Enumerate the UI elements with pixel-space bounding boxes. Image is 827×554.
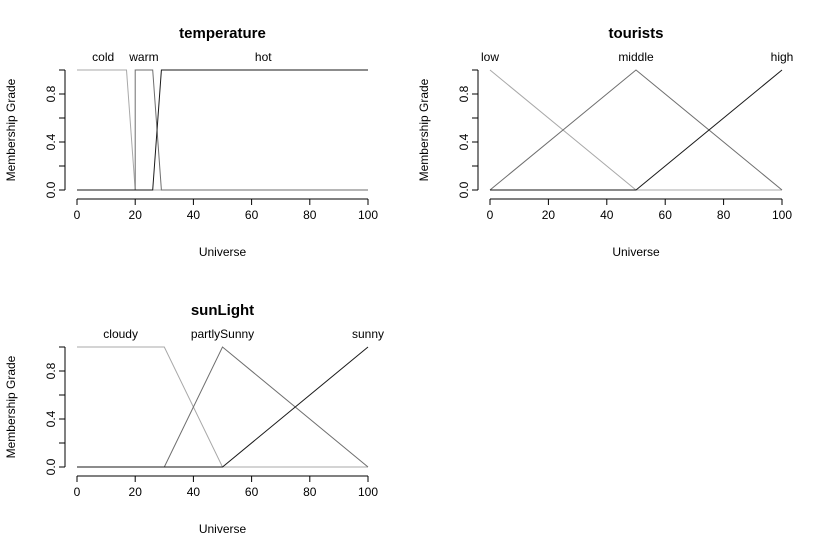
x-tick-label: 0 — [74, 485, 81, 499]
set-label-middle: middle — [618, 50, 654, 64]
set-label-low: low — [481, 50, 499, 64]
x-axis-label: Universe — [199, 522, 247, 536]
x-tick-label: 80 — [303, 485, 317, 499]
x-tick-label: 60 — [245, 485, 259, 499]
series-line-cold — [77, 69, 368, 191]
x-tick-label: 80 — [717, 208, 731, 222]
x-tick-label: 0 — [487, 208, 494, 222]
y-tick-label: 0.0 — [457, 181, 471, 198]
y-tick-label: 0.0 — [44, 458, 58, 475]
x-tick-label: 60 — [659, 208, 673, 222]
y-tick-label: 0.0 — [44, 181, 58, 198]
set-label-hot: hot — [255, 50, 272, 64]
y-tick-label: 0.8 — [44, 362, 58, 379]
series-line-cloudy — [77, 346, 368, 468]
y-axis-label: Membership Grade — [417, 78, 431, 181]
x-tick-label: 60 — [245, 208, 259, 222]
series-line-sunny — [77, 346, 369, 468]
x-tick-label: 20 — [129, 485, 143, 499]
chart-title: tourists — [608, 25, 663, 42]
series-line-middle — [489, 69, 783, 191]
x-tick-label: 20 — [542, 208, 556, 222]
x-tick-label: 20 — [129, 208, 143, 222]
series-line-high — [490, 69, 783, 191]
set-label-partlySunny: partlySunny — [191, 327, 254, 341]
x-axis-label: Universe — [612, 245, 660, 259]
series-line-warm — [77, 69, 368, 191]
x-tick-label: 100 — [772, 208, 792, 222]
y-tick-label: 0.4 — [44, 410, 58, 427]
set-label-cold: cold — [92, 50, 114, 64]
series-line-low — [489, 69, 782, 191]
y-tick-label: 0.8 — [457, 85, 471, 102]
y-axis-label: Membership Grade — [4, 355, 18, 458]
series-line-partlySunny — [77, 346, 369, 468]
series-line-hot — [77, 69, 368, 191]
set-label-sunny: sunny — [352, 327, 384, 341]
x-tick-label: 40 — [187, 485, 201, 499]
set-label-high: high — [771, 50, 794, 64]
x-tick-label: 40 — [600, 208, 614, 222]
y-axis-label: Membership Grade — [4, 78, 18, 181]
x-tick-label: 100 — [358, 208, 378, 222]
y-tick-label: 0.4 — [457, 133, 471, 150]
y-tick-label: 0.8 — [44, 85, 58, 102]
chart-panel-tourists: tourists low middle high 0 20 40 60 80 100 Univers… — [417, 25, 793, 259]
x-tick-label: 0 — [74, 208, 81, 222]
set-label-cloudy: cloudy — [103, 327, 138, 341]
x-axis-label: Universe — [199, 245, 247, 259]
x-tick-label: 80 — [303, 208, 317, 222]
x-tick-label: 100 — [358, 485, 378, 499]
chart-panel-sunLight: sunLight cloudy partlySunny sunny 0 20 40 60 80 1… — [4, 302, 384, 536]
x-tick-label: 40 — [187, 208, 201, 222]
set-label-warm: warm — [128, 50, 158, 64]
chart-title: sunLight — [191, 302, 254, 319]
chart-panel-temperature: temperature cold warm hot 0 20 40 60 80 100 Univer… — [4, 25, 378, 259]
chart-title: temperature — [179, 25, 266, 42]
y-tick-label: 0.4 — [44, 133, 58, 150]
